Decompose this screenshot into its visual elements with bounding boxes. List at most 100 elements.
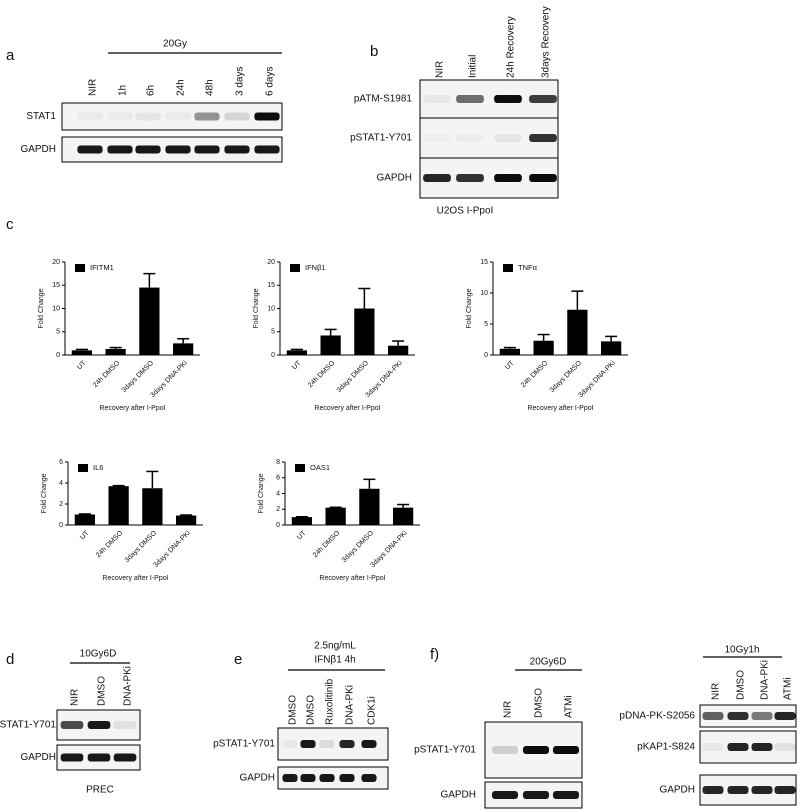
x-axis-label: Recovery after I-PpoI	[102, 575, 168, 582]
x-axis-label: Recovery after I-PpoI	[314, 405, 380, 412]
y-tick-label: 20	[267, 259, 275, 266]
band	[529, 174, 557, 182]
x-axis-label: Recovery after I-PpoI	[99, 405, 165, 412]
y-tick-label: 10	[267, 305, 275, 312]
band	[319, 740, 335, 748]
x-tick-label: 3days DMSO	[121, 359, 156, 394]
lane-label: Ruxolitinib	[325, 678, 336, 725]
band	[300, 774, 316, 782]
lane-label: DNA-PKi	[760, 660, 771, 700]
y-axis-label: Fold Change	[41, 473, 48, 513]
y-tick-label: 0	[276, 522, 280, 529]
band	[194, 112, 220, 121]
y-tick-label: 15	[52, 282, 60, 289]
bar	[359, 488, 380, 525]
lane-label: 48h	[205, 79, 216, 96]
legend-label: IFITM1	[90, 263, 114, 272]
band	[529, 134, 557, 142]
y-tick-label: 6	[276, 475, 280, 482]
x-tick-label: UT	[291, 359, 303, 371]
lane-label: ATMi	[564, 695, 575, 718]
lane-label: 6 days	[265, 67, 276, 96]
x-tick-label: UT	[76, 359, 88, 371]
band	[254, 145, 280, 154]
lane-label: NIR	[435, 61, 446, 78]
bar	[71, 350, 92, 355]
treatment-label: IFNβ1 4h	[314, 655, 355, 666]
row-label: GAPDH	[440, 790, 476, 801]
blot-caption: PREC	[86, 785, 114, 796]
band	[423, 174, 451, 182]
band	[552, 746, 580, 754]
band	[339, 774, 355, 782]
x-axis-label: Recovery after I-PpoI	[319, 575, 385, 582]
y-tick-label: 10	[480, 290, 488, 297]
legend-swatch	[290, 264, 300, 272]
bar	[320, 335, 341, 355]
band	[494, 134, 522, 142]
panel-letter: c	[6, 216, 14, 233]
band	[135, 145, 161, 154]
panel-letter: e	[234, 651, 242, 668]
legend-label: TNFα	[518, 263, 538, 272]
band	[194, 145, 220, 154]
y-tick-label: 15	[480, 259, 488, 266]
lane-label: DMSO	[288, 695, 299, 725]
y-axis-label: Fold Change	[38, 288, 45, 328]
band	[282, 740, 298, 748]
band	[135, 112, 161, 121]
x-tick-label: UT	[79, 529, 91, 541]
row-label: pDNA-PK-S2056	[619, 711, 695, 722]
y-tick-label: 5	[271, 329, 275, 336]
band	[224, 145, 250, 154]
bar	[176, 515, 197, 525]
x-tick-label: UT	[504, 359, 516, 371]
bar	[533, 340, 554, 355]
band	[339, 740, 355, 748]
lane-label: DMSO	[736, 670, 747, 700]
y-tick-label: 8	[276, 459, 280, 466]
x-tick-label: 3days DMSO	[336, 359, 371, 394]
y-tick-label: 0	[56, 352, 60, 359]
legend-swatch	[295, 464, 305, 472]
bar	[173, 343, 194, 355]
band	[423, 95, 451, 103]
band	[361, 740, 377, 748]
row-label: GAPDH	[20, 752, 56, 763]
band	[552, 791, 580, 799]
band	[751, 712, 773, 720]
lane-label: NIR	[503, 701, 514, 718]
lane-label: 3 days	[235, 67, 246, 96]
lane-label: 3days Recovery	[541, 6, 552, 78]
x-tick-label: 24h DMSO	[307, 359, 337, 389]
x-tick-label: 3days DNA-PKi	[364, 359, 404, 399]
band	[60, 721, 84, 729]
x-tick-label: 3days DMSO	[124, 529, 159, 564]
band	[727, 712, 749, 720]
band	[774, 743, 796, 751]
band	[423, 134, 451, 142]
band	[113, 721, 137, 729]
band	[361, 774, 377, 782]
y-tick-label: 20	[52, 259, 60, 266]
blot-frame	[61, 102, 283, 131]
bar	[499, 348, 520, 355]
band	[491, 746, 519, 754]
row-label: pSTAT1-Y701	[350, 133, 412, 144]
band	[87, 721, 111, 729]
lane-label: NIR	[88, 79, 99, 96]
treatment-label: 10Gy6D	[80, 649, 117, 660]
panel-letter: d	[6, 651, 14, 668]
band	[60, 753, 84, 762]
band	[224, 112, 250, 121]
lane-label: NIR	[70, 689, 81, 706]
row-label: pSTAT1-Y701	[0, 720, 56, 731]
y-tick-label: 10	[52, 305, 60, 312]
y-tick-label: 6	[59, 459, 63, 466]
x-tick-label: 3days DNA-PKi	[152, 529, 192, 569]
band	[727, 743, 749, 751]
treatment-label: 2.5ng/mL	[314, 641, 356, 652]
band	[751, 743, 773, 751]
row-label: STAT1	[26, 111, 56, 122]
